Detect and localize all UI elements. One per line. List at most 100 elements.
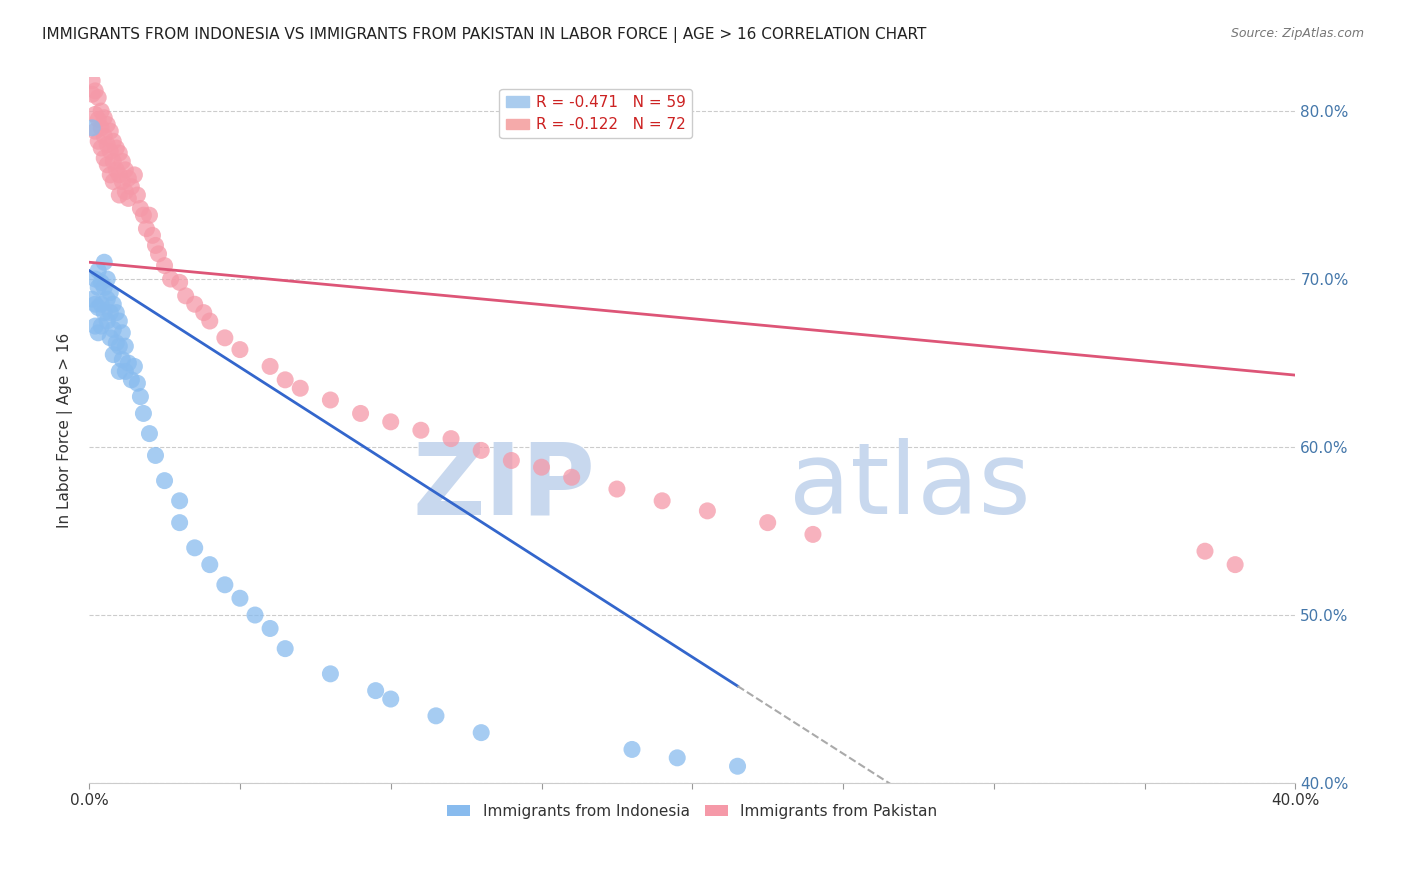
Point: [87, 90, 110, 104]
Point: [440, 432, 463, 446]
Point: [90, 141, 112, 155]
Point: [138, 208, 160, 222]
Point: [103, 154, 125, 169]
Point: [87, 263, 110, 277]
Point: [90, 297, 112, 311]
Point: [127, 376, 149, 391]
Point: [349, 406, 371, 420]
Point: [98, 285, 121, 300]
Point: [84, 124, 107, 138]
Text: atlas: atlas: [789, 438, 1031, 535]
Point: [319, 392, 342, 407]
Point: [198, 558, 221, 572]
Point: [114, 339, 136, 353]
Point: [84, 84, 107, 98]
Point: [135, 221, 157, 235]
Point: [93, 129, 115, 144]
Point: [169, 276, 191, 290]
Point: [87, 134, 110, 148]
Point: [756, 516, 779, 530]
Point: [84, 272, 107, 286]
Point: [90, 103, 112, 118]
Point: [132, 208, 155, 222]
Point: [84, 319, 107, 334]
Point: [108, 146, 131, 161]
Text: Source: ZipAtlas.com: Source: ZipAtlas.com: [1230, 27, 1364, 40]
Point: [229, 343, 252, 357]
Point: [141, 228, 163, 243]
Point: [111, 175, 134, 189]
Point: [117, 356, 139, 370]
Point: [108, 168, 131, 182]
Point: [93, 111, 115, 125]
Point: [98, 145, 121, 159]
Point: [96, 137, 118, 152]
Point: [132, 406, 155, 420]
Point: [82, 74, 104, 88]
Point: [93, 280, 115, 294]
Point: [84, 107, 107, 121]
Point: [111, 326, 134, 340]
Point: [159, 272, 181, 286]
Point: [96, 158, 118, 172]
Point: [96, 292, 118, 306]
Point: [727, 759, 749, 773]
Point: [470, 725, 492, 739]
Point: [606, 482, 628, 496]
Point: [90, 319, 112, 334]
Point: [145, 238, 167, 252]
Point: [651, 493, 673, 508]
Point: [98, 168, 121, 182]
Point: [93, 305, 115, 319]
Point: [111, 352, 134, 367]
Point: [103, 348, 125, 362]
Point: [380, 692, 402, 706]
Text: ZIP: ZIP: [413, 438, 596, 535]
Point: [214, 331, 236, 345]
Point: [103, 297, 125, 311]
Point: [93, 151, 115, 165]
Y-axis label: In Labor Force | Age > 16: In Labor Force | Age > 16: [58, 333, 73, 528]
Point: [801, 527, 824, 541]
Point: [98, 124, 121, 138]
Point: [274, 373, 297, 387]
Point: [105, 335, 128, 350]
Point: [120, 179, 142, 194]
Point: [105, 305, 128, 319]
Point: [1223, 558, 1246, 572]
Point: [84, 297, 107, 311]
Point: [87, 326, 110, 340]
Point: [169, 493, 191, 508]
Point: [96, 118, 118, 132]
Point: [229, 591, 252, 606]
Point: [87, 280, 110, 294]
Point: [193, 305, 215, 319]
Point: [87, 301, 110, 315]
Point: [82, 120, 104, 135]
Point: [380, 415, 402, 429]
Point: [153, 259, 176, 273]
Point: [620, 742, 643, 756]
Point: [96, 314, 118, 328]
Point: [274, 641, 297, 656]
Point: [103, 322, 125, 336]
Point: [103, 134, 125, 148]
Point: [198, 314, 221, 328]
Point: [108, 314, 131, 328]
Point: [108, 188, 131, 202]
Point: [153, 474, 176, 488]
Point: [108, 364, 131, 378]
Point: [82, 292, 104, 306]
Point: [124, 359, 146, 374]
Point: [98, 331, 121, 345]
Point: [82, 87, 104, 102]
Point: [501, 453, 523, 467]
Point: [124, 168, 146, 182]
Point: [561, 470, 583, 484]
Point: [138, 426, 160, 441]
Point: [174, 289, 197, 303]
Point: [129, 390, 152, 404]
Point: [148, 247, 170, 261]
Point: [90, 120, 112, 135]
Point: [114, 185, 136, 199]
